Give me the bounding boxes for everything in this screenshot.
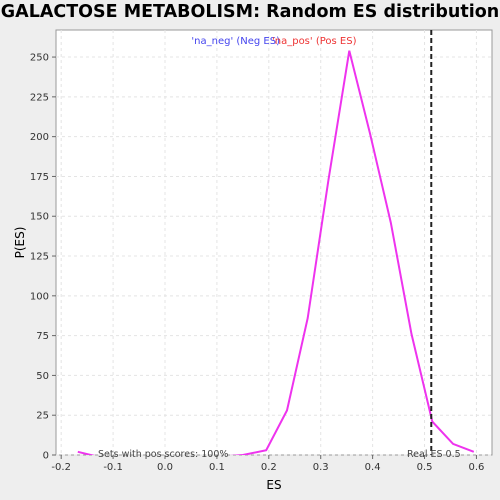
x-tick-label: -0.1 bbox=[103, 462, 123, 473]
y-tick-label: 250 bbox=[30, 53, 49, 64]
series-layer bbox=[77, 30, 475, 455]
y-tick-label: 200 bbox=[30, 132, 49, 143]
plot-area bbox=[55, 29, 493, 456]
x-tick-label: 0.0 bbox=[157, 462, 173, 473]
series-line bbox=[77, 50, 475, 455]
y-axis-title: P(ES) bbox=[13, 227, 27, 259]
y-tick-label: 175 bbox=[30, 172, 49, 183]
real-es-annotation: Real ES 0.5 bbox=[407, 449, 461, 460]
legend-neg-label: 'na_neg' (Neg ES) bbox=[191, 36, 280, 47]
annotation-layer: 'na_neg' (Neg ES)'na_pos' (Pos ES) Sets w… bbox=[98, 36, 461, 460]
y-tick-label: 50 bbox=[36, 371, 49, 382]
x-tick-label: -0.2 bbox=[51, 462, 71, 473]
x-tick-label: 0.1 bbox=[209, 462, 225, 473]
y-tick-label: 150 bbox=[30, 212, 49, 223]
y-tick-label: 125 bbox=[30, 252, 49, 263]
x-axis-title: ES bbox=[266, 478, 281, 492]
y-tick-label: 25 bbox=[36, 411, 49, 422]
x-tick-label: 0.3 bbox=[313, 462, 329, 473]
legend-pos-label: 'na_pos' (Pos ES) bbox=[272, 36, 357, 47]
y-tick-label: 100 bbox=[30, 291, 49, 302]
y-tick-label: 0 bbox=[43, 451, 49, 462]
axes: 0 25 50 75 100 125 150 175 200 225 250 -0.2 -0.1 0.0 0… bbox=[30, 53, 484, 473]
chart-title: GALACTOSE METABOLISM: Random ES distribu… bbox=[0, 2, 500, 22]
x-tick-label: 0.6 bbox=[468, 462, 484, 473]
y-tick-label: 75 bbox=[36, 331, 49, 342]
x-tick-label: 0.2 bbox=[261, 462, 277, 473]
x-tick-label: 0.4 bbox=[365, 462, 381, 473]
pos-scores-annotation: Sets with pos scores: 100% bbox=[98, 449, 228, 460]
y-tick-label: 225 bbox=[30, 92, 49, 103]
grid bbox=[56, 30, 492, 456]
x-tick-label: 0.5 bbox=[417, 462, 433, 473]
